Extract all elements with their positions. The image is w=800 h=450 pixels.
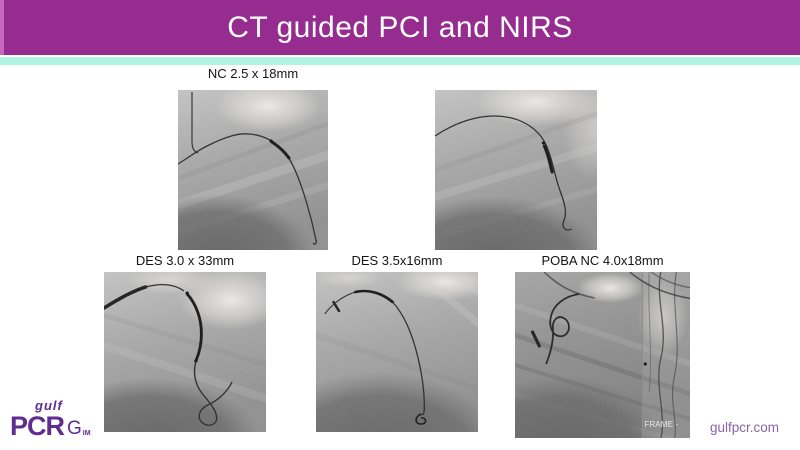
panel-label: DES 3.5x16mm — [351, 253, 443, 268]
gulfpcr-logo: gulf PCR G IM — [10, 398, 91, 441]
panel-label: DES 3.0 x 33mm — [135, 253, 235, 268]
teal-accent-stripe — [0, 57, 800, 65]
xray-image-nc-balloon — [178, 90, 328, 250]
panel-label — [435, 66, 597, 82]
xray-image-des-stent-long — [104, 272, 266, 432]
slide-header: CT guided PCI and NIRS — [0, 0, 800, 55]
panel-des-3-5x16: DES 3.5x16mm — [316, 253, 478, 432]
panel-label: POBA NC 4.0x18mm — [541, 253, 664, 268]
website-text: gulfpcr.com — [710, 420, 780, 435]
logo-im-text: IM — [82, 430, 91, 437]
panel-label: NC 2.5 x 18mm — [207, 66, 299, 81]
xray-image-des-stent-short — [316, 272, 478, 432]
panel-nc-2-5x18: NC 2.5 x 18mm — [178, 66, 328, 250]
panel-unlabeled — [435, 66, 597, 250]
panel-des-3-0x33: DES 3.0 x 33mm — [104, 253, 266, 432]
xray-image-poba-balloon: FRAME - — [515, 272, 690, 438]
panel-poba-nc-4-0x18: POBA NC 4.0x18mm FRAME - — [515, 253, 690, 438]
logo-gulf-text: gulf — [35, 398, 63, 413]
xray-image-wire-arch — [435, 90, 597, 250]
logo-pcr-text: PCR — [10, 411, 65, 441]
header-edge-accent — [0, 0, 4, 55]
logo-gim-mark: G — [67, 418, 82, 439]
slide-title: CT guided PCI and NIRS — [227, 11, 573, 44]
logo-row: PCR G IM — [10, 411, 91, 441]
